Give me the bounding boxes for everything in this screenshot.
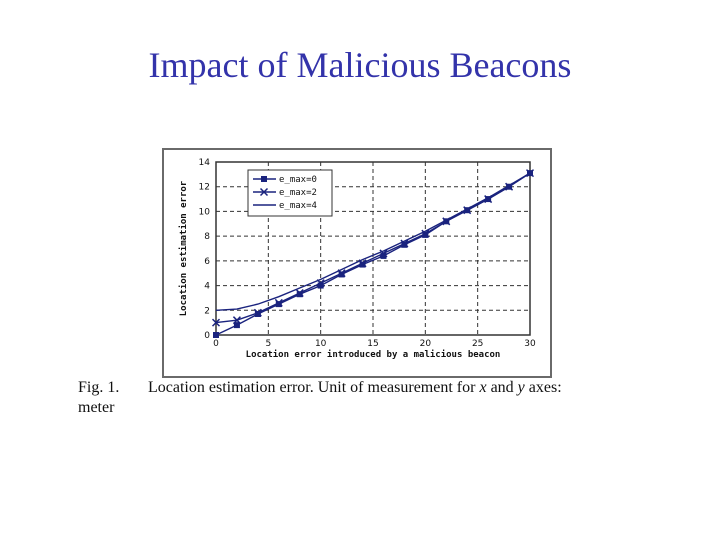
y-tick-label: 4: [204, 282, 210, 292]
series-1-point: [295, 288, 304, 298]
legend-label-1: e_max=2: [279, 188, 317, 198]
series-1-point-stroke: [295, 288, 304, 298]
series-1-point-stroke: [232, 316, 241, 325]
figure-caption: Fig. 1. Location estimation error. Unit o…: [78, 378, 648, 418]
legend-label-2: e_max=4: [279, 201, 317, 211]
series-0-point: [422, 231, 429, 238]
caption-x-symbol: x: [479, 379, 487, 396]
legend: e_max=0 e_max=2 e_max=4: [247, 169, 333, 217]
series-1-point: [400, 239, 409, 248]
x-tick-label: 30: [524, 339, 536, 349]
series-line-2: [215, 172, 531, 311]
series-0-point: [275, 301, 282, 308]
series-1-point: [211, 318, 221, 327]
y-tick-label: 0: [204, 331, 210, 341]
caption-line2: meter: [78, 399, 115, 416]
series-1-point: [253, 308, 262, 317]
legend-marker-1-stroke: [259, 187, 269, 197]
legend-marker-1: [259, 187, 269, 197]
legend-label-0: e_max=0: [279, 175, 317, 185]
caption-text: Location estimation error. Unit of measu…: [148, 379, 476, 396]
series-1-point-stroke: [400, 239, 409, 248]
slide-title: Impact of Malicious Beacons: [148, 45, 572, 85]
figure-number: Fig. 1.: [78, 379, 120, 396]
series-1-point-stroke: [358, 259, 367, 268]
series-0-point: [254, 310, 261, 317]
plot-area-border: [215, 161, 531, 336]
x-tick-label: 20: [420, 339, 432, 349]
series-0-point: [233, 322, 240, 329]
series-0-point: [213, 332, 219, 338]
legend-marker-0: [261, 176, 267, 182]
x-axis-label: Location error introduced by a malicious…: [246, 349, 501, 360]
y-tick-label: 8: [204, 232, 210, 242]
x-tick-label: 5: [265, 339, 271, 349]
x-tick-label: 10: [315, 339, 327, 349]
series-1-point: [379, 249, 388, 258]
line-chart: 0 5 10 15 20 25 30 0 2 4 6 8 10 12 14 Location error i…: [178, 158, 536, 360]
caption-y-symbol: y: [517, 379, 525, 396]
series-1-point: [421, 229, 430, 238]
series-1-point: [232, 316, 241, 325]
series-1-point-stroke: [211, 318, 221, 327]
series-1-point-stroke: [337, 269, 346, 278]
y-tick-label: 2: [204, 306, 210, 316]
series-0-point: [380, 252, 387, 259]
series-group: [211, 169, 535, 338]
series-1-point-stroke: [316, 279, 325, 288]
y-tick-label: 14: [199, 158, 211, 168]
caption-axes: axes:: [528, 379, 562, 396]
y-tick-label: 10: [199, 207, 211, 217]
x-tick-label: 0: [213, 339, 219, 349]
tick-labels: 0 5 10 15 20 25 30 0 2 4 6 8 10 12 14: [199, 158, 536, 349]
x-tick-label: 15: [367, 339, 378, 349]
y-axis-label: Location estimation error: [178, 180, 189, 316]
figure-frame: 0 5 10 15 20 25 30 0 2 4 6 8 10 12 14 Location error i…: [162, 148, 552, 378]
series-1-point-stroke: [379, 249, 388, 258]
series-0-point: [296, 291, 303, 298]
caption-and: and: [490, 379, 514, 396]
y-tick-label: 12: [199, 183, 210, 193]
series-1-point-stroke: [274, 298, 283, 307]
series-0-point: [359, 261, 366, 268]
series-0-point: [401, 241, 408, 248]
y-tick-label: 6: [204, 257, 210, 267]
x-tick-label: 25: [472, 339, 483, 349]
series-1-point-stroke: [253, 308, 262, 317]
series-0-point: [317, 282, 324, 289]
series-line-1: [215, 172, 531, 324]
series-0-point: [338, 271, 345, 278]
series-1-point-stroke: [421, 229, 430, 238]
series-1-point: [274, 298, 283, 307]
